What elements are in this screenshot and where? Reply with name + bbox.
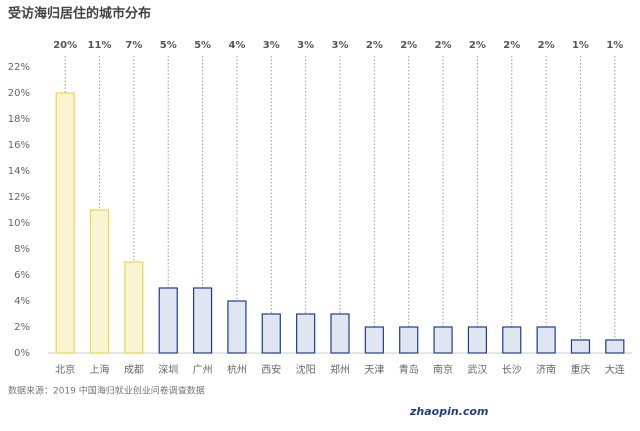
value-label: 7% [125, 40, 142, 51]
bar [55, 92, 75, 354]
y-tick-label: 2% [14, 322, 30, 333]
bar [536, 326, 556, 354]
y-tick-label: 8% [14, 244, 30, 255]
bar [364, 326, 384, 354]
y-tick-label: 10% [8, 218, 30, 229]
value-label: 2% [400, 40, 417, 51]
x-tick-label: 杭州 [227, 363, 247, 376]
x-tick-label: 天津 [364, 364, 384, 376]
value-label: 1% [572, 40, 589, 51]
x-tick-label: 济南 [536, 363, 556, 376]
bar [433, 326, 453, 354]
bar [399, 326, 419, 354]
value-label: 2% [469, 40, 486, 51]
bar [296, 313, 316, 354]
value-label: 3% [263, 40, 280, 51]
bar [502, 326, 522, 354]
value-label: 3% [332, 40, 349, 51]
bar [261, 313, 281, 354]
y-tick-label: 20% [8, 88, 30, 99]
x-tick-label: 青岛 [399, 363, 419, 376]
value-label: 5% [160, 40, 177, 51]
x-tick-label: 武汉 [467, 363, 487, 376]
x-tick-label: 深圳 [158, 364, 178, 376]
value-label: 1% [606, 40, 623, 51]
y-tick-label: 4% [14, 296, 30, 307]
value-label: 5% [194, 40, 211, 51]
y-tick-label: 14% [8, 166, 30, 177]
bar [158, 287, 178, 354]
y-tick-label: 18% [8, 114, 30, 125]
x-tick-label: 长沙 [502, 364, 522, 376]
bar [330, 313, 350, 354]
bar [605, 339, 625, 354]
x-tick-label: 重庆 [570, 363, 590, 376]
value-label: 2% [435, 40, 452, 51]
value-label: 2% [366, 40, 383, 51]
x-tick-label: 郑州 [330, 363, 350, 376]
value-label: 3% [297, 40, 314, 51]
x-tick-label: 南京 [433, 363, 453, 376]
y-tick-label: 6% [14, 270, 30, 281]
y-tick-label: 12% [8, 192, 30, 203]
x-tick-label: 北京 [55, 363, 75, 376]
x-tick-label: 沈阳 [296, 363, 316, 376]
x-tick-label: 上海 [90, 363, 110, 376]
y-tick-label: 22% [8, 62, 30, 73]
bar [192, 287, 213, 354]
value-label: 2% [538, 40, 555, 51]
x-tick-label: 大连 [605, 363, 625, 376]
value-label: 4% [228, 40, 245, 51]
x-tick-label: 成都 [124, 364, 144, 376]
value-label: 11% [88, 40, 112, 51]
bar [124, 261, 144, 354]
chart-title: 受访海归居住的城市分布 [8, 6, 151, 22]
y-tick-label: 0% [14, 348, 30, 359]
y-tick-label: 16% [8, 140, 30, 151]
bar [227, 300, 247, 354]
bar [467, 326, 488, 354]
bar [89, 209, 110, 354]
x-tick-label: 西安 [261, 363, 281, 376]
source-note: 数据来源：2019 中国海归就业创业问卷调查数据 [8, 385, 205, 397]
value-label: 20% [53, 40, 77, 51]
logo: zhaopin.com [409, 405, 488, 418]
bar [570, 339, 591, 354]
x-tick-label: 广州 [193, 364, 213, 376]
value-label: 2% [503, 40, 520, 51]
